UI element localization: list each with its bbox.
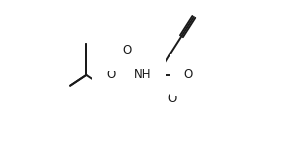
Text: O: O bbox=[168, 92, 177, 105]
Text: O: O bbox=[106, 68, 116, 81]
Text: O: O bbox=[122, 44, 131, 57]
Text: O: O bbox=[184, 68, 193, 81]
Text: NH: NH bbox=[134, 68, 152, 81]
